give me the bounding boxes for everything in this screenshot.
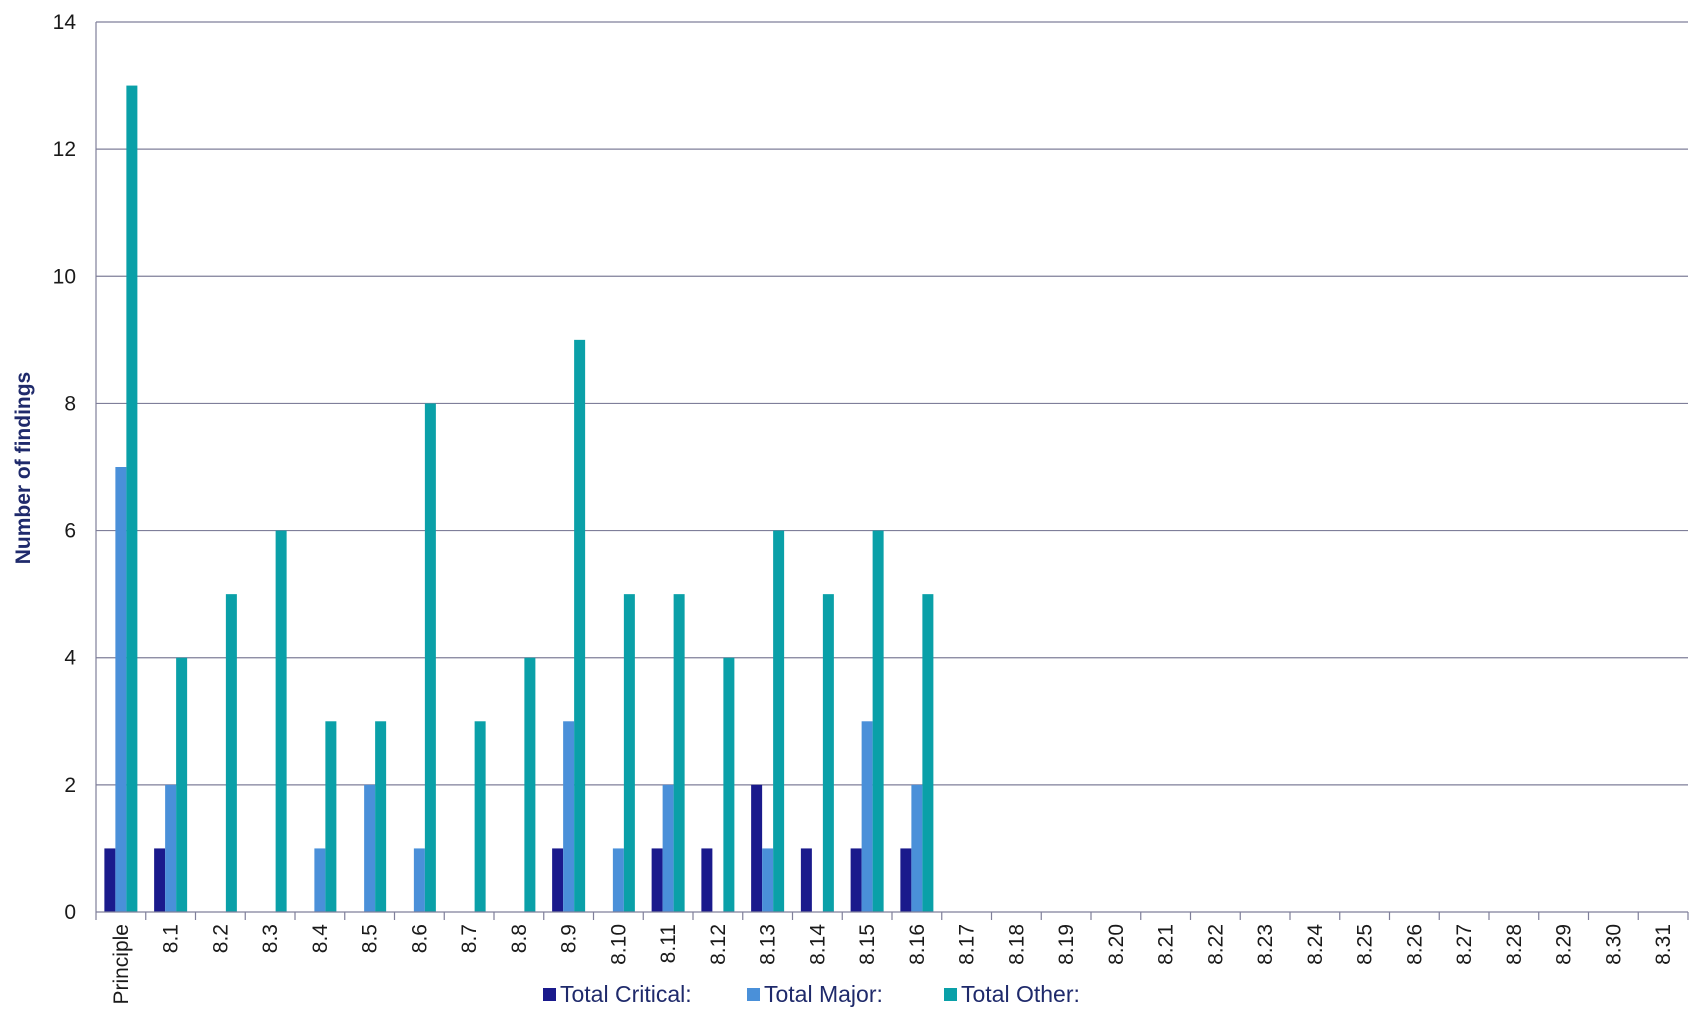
- x-tick-label: 8.2: [209, 924, 232, 953]
- bar-other: [822, 594, 834, 912]
- bar-other: [723, 657, 735, 912]
- legend: Total Critical: Total Major: Total Other:: [543, 981, 1080, 1007]
- x-tick-label: 8.11: [657, 924, 680, 963]
- x-tick-label: 8.19: [1055, 924, 1078, 965]
- x-tick-label: 8.15: [856, 924, 879, 965]
- gridlines: [96, 21, 1688, 786]
- bar-major: [364, 784, 376, 912]
- bar-critical: [701, 848, 713, 912]
- bar-other: [872, 530, 884, 912]
- x-tick-label: 8.18: [1005, 924, 1028, 965]
- x-tick-label: 8.6: [408, 924, 431, 953]
- bar-critical: [800, 848, 812, 912]
- x-tick-label: 8.1: [160, 924, 183, 953]
- bar-major: [314, 848, 326, 912]
- x-tick-label: 8.21: [1155, 924, 1178, 965]
- axes: 0 2 4 6 8 10 12 14 Principle 8.1 8.2 8.3 8.4 8.5 8.6 8.…: [53, 11, 1689, 1005]
- x-tick-label: 8.13: [757, 924, 780, 965]
- x-tick-label: 8.12: [707, 924, 730, 965]
- x-tick-label: 8.24: [1304, 924, 1327, 965]
- y-tick-label: 12: [53, 138, 76, 161]
- legend-swatch: [747, 988, 760, 1001]
- bar-major: [662, 784, 674, 912]
- legend-label: Total Critical:: [560, 981, 692, 1007]
- y-tick-label: 6: [64, 520, 76, 543]
- y-tick-label: 8: [64, 392, 76, 415]
- bar-other: [922, 594, 934, 912]
- x-tick-label: 8.17: [956, 924, 979, 965]
- bar-major: [762, 848, 774, 912]
- bar-major: [612, 848, 624, 912]
- x-tick-label: 8.20: [1105, 924, 1128, 965]
- bar-other: [176, 657, 188, 912]
- bar-other: [225, 594, 237, 912]
- bar-critical: [154, 848, 166, 912]
- x-tick-label: 8.8: [508, 924, 531, 953]
- x-tick-label: 8.14: [806, 924, 829, 965]
- x-tick-label: 8.25: [1354, 924, 1377, 965]
- bar-critical: [104, 848, 116, 912]
- bars: [104, 85, 934, 913]
- legend-swatch: [944, 988, 957, 1001]
- y-tick-label: 0: [64, 901, 76, 924]
- x-tick-label: 8.29: [1553, 924, 1576, 965]
- legend-label: Total Major:: [764, 981, 883, 1007]
- x-tick-label: 8.9: [558, 924, 581, 953]
- bar-other: [275, 530, 287, 912]
- y-tick-label: 2: [64, 774, 76, 797]
- y-tick-label: 10: [53, 265, 76, 288]
- bar-critical: [651, 848, 663, 912]
- x-tick-label: 8.5: [359, 924, 382, 953]
- bar-critical: [751, 784, 763, 912]
- x-tick-label: 8.16: [906, 924, 929, 965]
- x-tick-label: 8.28: [1503, 924, 1526, 965]
- x-tick-label: Principle: [110, 924, 133, 1005]
- bar-other: [673, 594, 685, 912]
- x-tick-label: 8.22: [1204, 924, 1227, 965]
- y-axis-label: Number of findings: [12, 372, 35, 565]
- x-tick-label: 8.26: [1403, 924, 1426, 965]
- x-tick-label: 8.4: [309, 924, 332, 954]
- bar-critical: [850, 848, 862, 912]
- x-tick-label: 8.31: [1652, 924, 1675, 965]
- bar-other: [424, 403, 436, 912]
- x-tick-label: 8.10: [607, 924, 630, 965]
- x-tick-label: 8.30: [1602, 924, 1625, 965]
- bar-major: [563, 721, 575, 912]
- y-tick-label: 4: [64, 647, 76, 670]
- y-tick-label: 14: [53, 11, 77, 34]
- x-tick-label: 8.23: [1254, 924, 1277, 965]
- legend-label: Total Other:: [961, 981, 1080, 1007]
- bar-critical: [552, 848, 564, 912]
- bar-other: [375, 721, 387, 912]
- x-tick-label: 8.7: [458, 924, 481, 953]
- bar-critical: [900, 848, 912, 912]
- bar-other: [126, 85, 138, 913]
- bar-major: [165, 784, 177, 912]
- bar-other: [623, 594, 635, 912]
- x-tick-label: 8.27: [1453, 924, 1476, 965]
- x-tick-label: 8.3: [259, 924, 282, 953]
- bar-other: [773, 530, 785, 912]
- bar-other: [325, 721, 337, 912]
- bar-major: [911, 784, 923, 912]
- bar-other: [524, 657, 536, 912]
- legend-swatch: [543, 988, 556, 1001]
- bar-other: [574, 339, 586, 912]
- bar-major: [413, 848, 425, 912]
- bar-major: [115, 467, 127, 912]
- bar-other: [474, 721, 486, 912]
- bar-major: [861, 721, 873, 912]
